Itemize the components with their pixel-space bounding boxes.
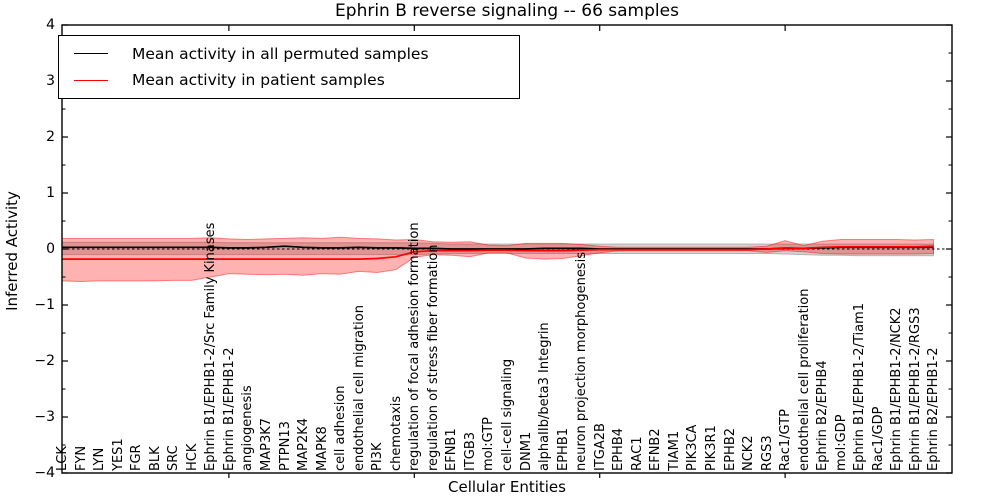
x-tick-label: HCK xyxy=(184,443,200,471)
y-tick-label: −2 xyxy=(34,353,55,369)
x-tick-label: regulation of stress fiber formation xyxy=(425,244,441,471)
legend-label-permuted: Mean activity in all permuted samples xyxy=(132,44,429,63)
x-tick-label: Ephrin B2/EPHB1-2 xyxy=(926,347,942,471)
x-tick-label: DNM1 xyxy=(518,431,534,471)
x-tick-label: Rac1/GTP xyxy=(778,409,794,471)
x-axis-label: Cellular Entities xyxy=(448,478,566,496)
y-tick-label: −4 xyxy=(34,465,55,481)
y-tick-label: 2 xyxy=(46,129,55,145)
x-tick-label: Ephrin B2/EPHB4 xyxy=(815,360,831,471)
legend-label-patient: Mean activity in patient samples xyxy=(132,71,385,90)
x-tick-label: cell-cell signaling xyxy=(500,358,515,471)
x-tick-label: endothelial cell migration xyxy=(351,305,367,471)
x-tick-label: Ephrin B1/EPHB1-2/Tiam1 xyxy=(852,302,868,471)
x-tick-label: LCK xyxy=(55,446,70,471)
y-tick-label: −1 xyxy=(34,297,55,313)
x-tick-label: TIAM1 xyxy=(666,430,682,471)
x-tick-label: neuron projection morphogenesis xyxy=(574,252,590,471)
x-tick-label: Ephrin B1/EPHB1-2/Src Family Kinases xyxy=(203,222,219,471)
x-tick-label: EFNB2 xyxy=(648,428,664,471)
y-tick-label: 4 xyxy=(46,17,55,33)
x-tick-label: alphaIIb/beta3 Integrin xyxy=(537,322,553,471)
x-tick-label: EPHB1 xyxy=(555,427,571,471)
x-tick-label: ITGB3 xyxy=(462,431,478,471)
legend-entry-permuted: Mean activity in all permuted samples xyxy=(59,45,519,63)
legend-entry-patient: Mean activity in patient samples xyxy=(59,71,519,89)
x-tick-label: regulation of focal adhesion formation xyxy=(407,222,423,471)
y-tick-label: −3 xyxy=(34,409,55,425)
x-tick-label: EPHB4 xyxy=(611,427,627,471)
legend: Mean activity in all permuted samples Me… xyxy=(58,35,520,99)
y-tick-label: 0 xyxy=(46,241,55,257)
x-tick-label: PI3K xyxy=(370,442,386,471)
x-tick-label: Ephrin B1/EPHB1-2/RGS3 xyxy=(907,307,923,471)
x-tick-label: BLK xyxy=(147,446,163,471)
x-tick-label: Ephrin B1/EPHB1-2 xyxy=(221,347,237,471)
x-tick-label: YES1 xyxy=(110,438,126,471)
y-tick-label: 1 xyxy=(46,185,55,201)
x-tick-label: EFNB1 xyxy=(444,428,460,471)
chart-title: Ephrin B reverse signaling -- 66 samples xyxy=(335,1,679,21)
x-tick-label: chemotaxis xyxy=(388,395,404,471)
x-tick-label: cell adhesion xyxy=(333,385,349,471)
x-tick-label: endothelial cell proliferation xyxy=(796,288,812,472)
x-tick-label: ITGA2B xyxy=(592,423,608,471)
x-tick-label: RGS3 xyxy=(759,435,775,471)
x-tick-label: FYN xyxy=(73,445,89,471)
x-tick-label: NCK2 xyxy=(741,435,757,471)
x-tick-label: MAP3K7 xyxy=(258,417,274,471)
x-tick-label: SRC xyxy=(166,445,182,471)
x-tick-label: PIK3R1 xyxy=(703,425,719,471)
x-tick-label: PIK3CA xyxy=(685,424,701,471)
x-tick-label: angiogenesis xyxy=(240,385,256,471)
x-tick-label: PTPN13 xyxy=(277,421,293,471)
x-tick-label: Rac1/GDP xyxy=(870,406,886,471)
legend-line-sample-red xyxy=(74,79,108,81)
x-tick-label: MAP2K4 xyxy=(296,417,312,471)
x-tick-label: Ephrin B1/EPHB1-2/NCK2 xyxy=(889,307,905,471)
x-tick-label: MAPK8 xyxy=(314,426,330,471)
x-tick-label: LYN xyxy=(92,447,108,471)
legend-line-sample-black xyxy=(74,53,108,55)
x-tick-label: mol:GDP xyxy=(833,414,849,471)
x-tick-label: mol:GTP xyxy=(481,417,497,471)
x-tick-label: EPHB2 xyxy=(722,427,738,471)
y-tick-label: 3 xyxy=(46,73,55,89)
x-tick-label: RAC1 xyxy=(629,436,645,471)
x-tick-label: FGR xyxy=(129,444,145,471)
